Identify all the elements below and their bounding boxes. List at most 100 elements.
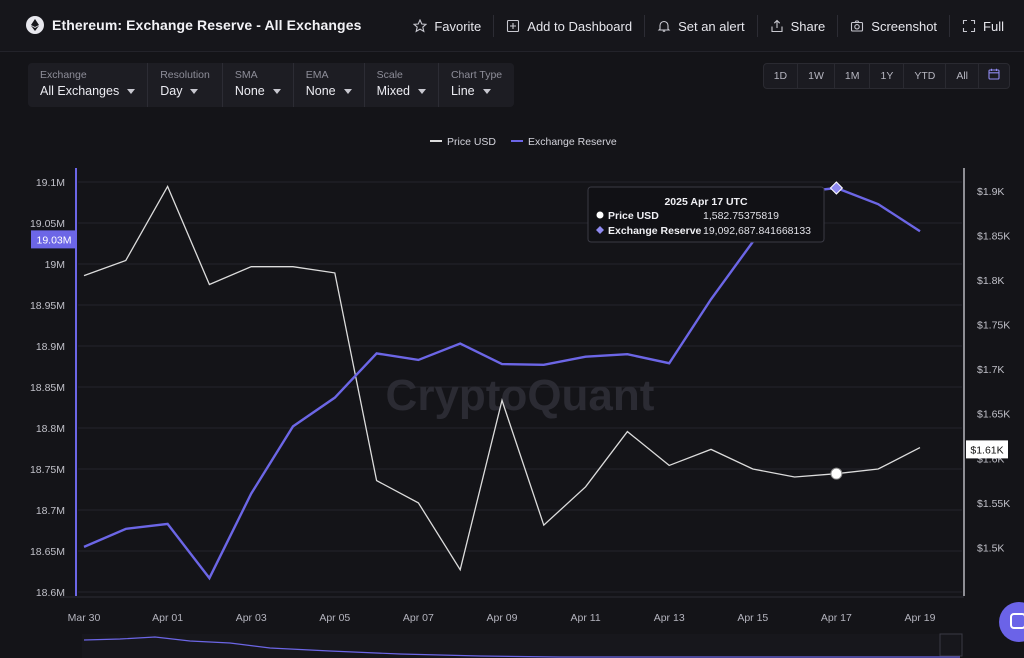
x-tick-label: Apr 19 xyxy=(905,612,936,624)
y-left-tick-label: 18.85M xyxy=(30,382,65,394)
y-left-tick-label: 18.7M xyxy=(36,505,65,517)
ethereum-logo-icon xyxy=(26,16,44,34)
y-left-tick-label: 18.95M xyxy=(30,300,65,312)
ema-select-value: None xyxy=(305,84,336,98)
x-tick-label: Apr 05 xyxy=(319,612,350,624)
x-tick-label: Apr 11 xyxy=(571,612,601,624)
tooltip-price-value: 1,582.75375819 xyxy=(703,210,779,222)
scale-select[interactable]: Scale Mixed xyxy=(363,63,438,107)
share-button[interactable]: Share xyxy=(756,15,838,37)
y-right-current-badge xyxy=(966,440,1008,459)
caret-down-icon xyxy=(272,88,281,94)
camera-icon xyxy=(851,20,864,32)
sma-select-value: None xyxy=(234,84,265,98)
star-icon xyxy=(413,19,428,33)
resolution-select-label: Resolution xyxy=(160,69,210,81)
tooltip-reserve-diamond xyxy=(596,226,604,234)
y-right-tick-label: $1.55K xyxy=(977,498,1010,510)
range-selector: 1D 1W 1M 1Y YTD All xyxy=(762,63,1010,89)
y-right-tick-label: $1.7K xyxy=(977,364,1004,376)
tooltip-price-dot xyxy=(596,211,604,219)
caret-down-icon xyxy=(417,88,426,94)
y-right-tick-label: $1.5K xyxy=(977,542,1004,554)
range-1w-button[interactable]: 1W xyxy=(797,64,834,88)
caret-down-icon xyxy=(482,88,491,94)
page-title: Ethereum: Exchange Reserve - All Exchang… xyxy=(52,17,362,33)
y-left-tick-label: 19M xyxy=(45,259,65,271)
fullscreen-icon xyxy=(962,19,976,33)
tooltip-date: 2025 Apr 17 UTC xyxy=(664,196,747,208)
y-left-tick-label: 18.65M xyxy=(30,546,65,558)
tooltip-price-name: Price USD xyxy=(608,210,659,222)
legend-label-reserve: Exchange Reserve xyxy=(528,136,617,148)
exchange-select[interactable]: Exchange All Exchanges xyxy=(28,63,147,107)
y-left-tick-label: 18.9M xyxy=(36,341,65,353)
x-tick-label: Apr 03 xyxy=(236,612,267,624)
range-ytd-button[interactable]: YTD xyxy=(903,64,945,88)
calendar-button[interactable] xyxy=(978,64,1009,88)
exchange-select-label: Exchange xyxy=(40,69,87,81)
scale-select-label: Scale xyxy=(376,69,403,81)
screenshot-label: Screenshot xyxy=(871,18,938,34)
y-right-tick-label: $1.75K xyxy=(977,320,1010,332)
range-1d-button[interactable]: 1D xyxy=(773,70,788,82)
y-left-tick-label: 18.8M xyxy=(36,423,65,435)
set-alert-button[interactable]: Set an alert xyxy=(644,15,757,37)
caret-down-icon xyxy=(343,88,352,94)
sma-select-label: SMA xyxy=(234,69,258,81)
y-right-tick-label: $1.9K xyxy=(977,186,1004,198)
x-tick-label: Apr 13 xyxy=(654,612,685,624)
add-to-dashboard-button[interactable]: Add to Dashboard xyxy=(493,15,644,37)
chart-area[interactable]: CryptoQuant 18.6M 18.65M 18.7M 18.75M 18.8M 18… xyxy=(0,125,1024,658)
navigator-handle xyxy=(939,633,963,657)
screenshot-button[interactable]: Screenshot xyxy=(837,15,949,37)
price-hover-marker xyxy=(830,467,843,480)
navigator-line xyxy=(83,636,960,658)
share-icon xyxy=(771,19,783,33)
reserve-hover-marker xyxy=(829,181,844,195)
y-right-current-label: $1.61K xyxy=(970,444,1003,456)
resolution-select-value: Day xyxy=(160,84,183,98)
fullscreen-label: Full xyxy=(983,18,1004,34)
y-left-tick-label: 18.6M xyxy=(36,587,65,599)
x-tick-label: Apr 17 xyxy=(821,612,852,624)
y-right-tick-label: $1.65K xyxy=(977,409,1010,421)
tooltip-box xyxy=(587,186,825,243)
chat-support-button[interactable] xyxy=(999,602,1024,642)
y-left-tick-label: 19.1M xyxy=(36,177,65,189)
resolution-select[interactable]: Resolution Day xyxy=(147,63,222,107)
y-right-tick-label: $1.85K xyxy=(977,230,1010,242)
exchange-select-value: All Exchanges xyxy=(40,84,120,98)
x-tick-label: Mar 30 xyxy=(68,612,101,624)
chart-controls: Exchange All Exchanges Resolution Day SM… xyxy=(28,63,515,107)
ema-select[interactable]: EMA None xyxy=(292,63,364,107)
x-tick-label: Apr 15 xyxy=(737,612,768,624)
sma-select[interactable]: SMA None xyxy=(221,63,293,107)
caret-down-icon xyxy=(127,88,136,94)
ema-select-label: EMA xyxy=(305,69,329,81)
price-usd-line xyxy=(83,184,921,572)
bell-icon xyxy=(657,20,671,32)
set-alert-label: Set an alert xyxy=(678,18,745,34)
top-bar: Ethereum: Exchange Reserve - All Exchang… xyxy=(0,0,1024,52)
range-1m-button[interactable]: 1M xyxy=(833,64,870,88)
x-tick-label: Apr 09 xyxy=(487,612,518,624)
chat-icon xyxy=(1010,613,1024,629)
tooltip-reserve-value: 19,092,687.841668133 xyxy=(703,225,811,237)
favorite-button[interactable]: Favorite xyxy=(401,15,493,37)
chart-type-select[interactable]: Chart Type Line xyxy=(437,63,514,107)
scale-select-value: Mixed xyxy=(376,84,410,98)
add-to-dashboard-label: Add to Dashboard xyxy=(527,18,633,34)
range-all-button[interactable]: All xyxy=(945,64,978,88)
legend-label-price: Price USD xyxy=(447,136,496,148)
chart-type-select-label: Chart Type xyxy=(450,69,503,81)
range-1y-button[interactable]: 1Y xyxy=(869,64,903,88)
calendar-icon xyxy=(988,68,1000,80)
y-left-tick-label: 19.05M xyxy=(30,218,65,230)
chart-type-select-value: Line xyxy=(450,84,475,98)
favorite-label: Favorite xyxy=(434,18,482,34)
navigator-track xyxy=(82,634,960,658)
caret-down-icon xyxy=(190,88,199,94)
share-label: Share xyxy=(790,18,826,34)
fullscreen-button[interactable]: Full xyxy=(949,15,1016,37)
